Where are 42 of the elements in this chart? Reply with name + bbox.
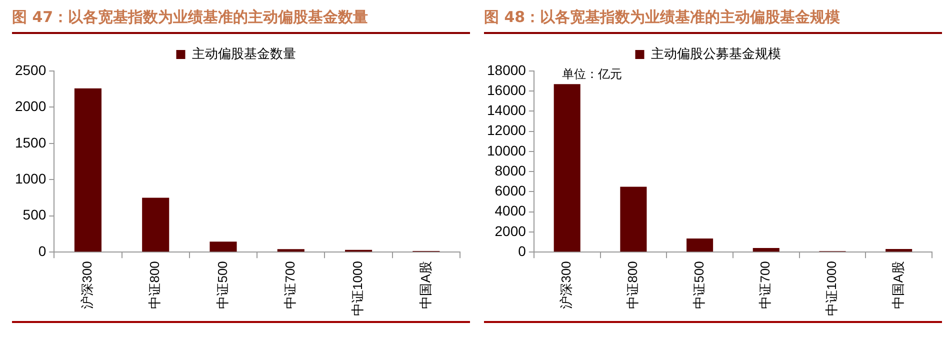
annotation: 单位：亿元	[562, 66, 622, 83]
y-tick-label: 1000	[14, 170, 46, 187]
bar	[886, 249, 912, 252]
y-tick-label: 4000	[494, 202, 526, 219]
y-tick-label: 2000	[494, 222, 526, 239]
x-tick-label: 中证500	[214, 261, 230, 309]
y-tick-label: 12000	[486, 122, 526, 138]
x-tick-label: 中国A股	[890, 261, 906, 309]
bar	[554, 84, 580, 252]
y-tick-label: 2000	[14, 98, 46, 114]
x-tick-label: 中证1000	[824, 261, 840, 316]
bar	[620, 186, 647, 252]
x-tick-label: 沪深300	[80, 261, 95, 309]
x-tick-label: 中证1000	[350, 261, 366, 316]
x-tick-label: 中国A股	[418, 261, 433, 309]
y-tick-label: 2500	[14, 62, 46, 78]
x-tick-label: 中证800	[625, 261, 640, 309]
y-tick-label: 16000	[486, 82, 526, 98]
y-tick-label: 0	[38, 242, 46, 259]
y-tick-label: 10000	[486, 142, 526, 158]
y-tick-label: 1500	[14, 134, 46, 150]
bar	[210, 242, 237, 252]
legend-label: 主动偏股公募基金规模	[650, 46, 781, 62]
y-tick-label: 500	[22, 206, 46, 223]
y-tick-label: 8000	[494, 162, 526, 178]
chart-title: 图 47：以各宽基指数为业绩基准的主动偏股基金数量	[12, 4, 470, 34]
x-tick-label: 中证800	[147, 261, 162, 309]
y-tick-label: 0	[518, 242, 526, 259]
chart-title: 图 48：以各宽基指数为业绩基准的主动偏股基金规模	[484, 4, 942, 34]
bar	[74, 88, 102, 252]
y-tick-label: 14000	[486, 102, 526, 118]
y-tick-label: 6000	[494, 182, 526, 199]
x-tick-label: 沪深300	[558, 261, 574, 309]
y-tick-label: 18000	[486, 62, 526, 78]
x-tick-label: 中证500	[691, 261, 706, 309]
x-tick-label: 中证700	[758, 261, 773, 309]
x-tick-label: 中证700	[282, 261, 298, 309]
bar	[142, 198, 170, 252]
bar	[686, 238, 714, 252]
legend-label: 主动偏股基金数量	[192, 46, 296, 62]
bar	[277, 249, 304, 252]
bar	[752, 248, 780, 252]
